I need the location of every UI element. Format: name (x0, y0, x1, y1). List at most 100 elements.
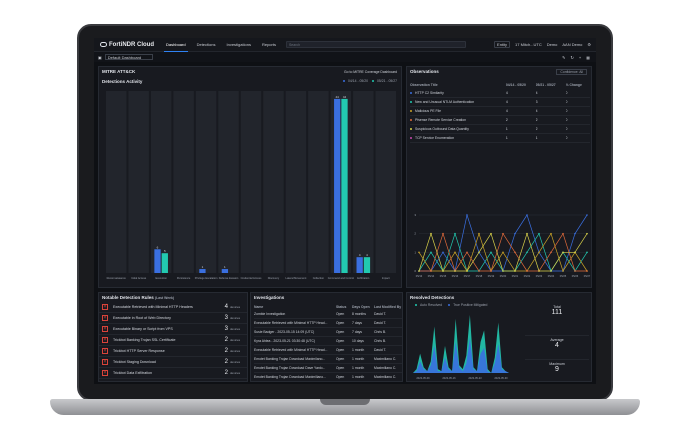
investigation-row[interactable]: Susie Badger - 2023-05-15 14:09 (UTC) Ope… (254, 327, 402, 337)
investigation-name[interactable]: Emotet Banking Trojan Download Maximilia… (254, 372, 336, 381)
dashboard-bar: ▣ Default Dashboard ✎ ↻ + ▦ (94, 52, 596, 62)
rule-unit: devices (230, 349, 241, 353)
nav-reports-label: Reports (261, 42, 276, 47)
investigation-name[interactable]: Emotet Banking Trojan Download Maximilan… (254, 354, 336, 364)
observation-prev: 1 (505, 124, 536, 134)
notable-rule-item[interactable]: × Trickbot HTTP Server Response 2 devices (99, 346, 247, 357)
x-tick-label: 05/17 (464, 274, 471, 278)
grid-icon[interactable]: ▦ (586, 54, 590, 60)
nav-dashboard[interactable]: Dashboard (164, 38, 188, 52)
trend-point (514, 232, 516, 235)
alert-x-icon: × (102, 315, 108, 321)
product-logo[interactable]: FortiNDR Cloud (94, 42, 160, 48)
investigation-status: Open (336, 327, 352, 337)
investigation-name[interactable]: Susie Badger - 2023-05-15 14:09 (UTC) (254, 327, 336, 337)
investigation-days: 1 month (352, 372, 374, 381)
investigation-name[interactable]: Zombie Investigation (254, 310, 336, 319)
observation-prev: 4 (505, 106, 536, 116)
investigation-days: 1 month (352, 382, 374, 383)
observation-row[interactable]: Malicious PE File 4 4 0 (410, 106, 590, 116)
observation-color-dot (410, 92, 412, 94)
mitre-coverage-link[interactable]: Go to MITRE Coverage Dashboard (344, 70, 397, 74)
entity-select[interactable]: Entity (494, 41, 511, 48)
investigation-name[interactable]: Emotet Banking Trojan Download Dave Yanl… (254, 363, 336, 373)
bar-label-previous: 4 (359, 253, 361, 257)
add-icon[interactable]: + (578, 54, 582, 60)
observation-row[interactable]: Pfsense Remote Service Creation 2 2 0 (410, 115, 590, 125)
stat-average: Average 4 (525, 335, 589, 349)
dashboard-select[interactable]: Default Dashboard (104, 54, 153, 60)
category-column (106, 91, 127, 273)
category-label: Persistence (177, 276, 191, 280)
legend-mitigated: True Positive Mitigated (448, 303, 487, 307)
stat-total: Total 111 (551, 305, 563, 316)
bar-label-previous: 6 (157, 245, 159, 249)
rule-name: Executable in Root of Web Directory (113, 316, 171, 320)
refresh-icon[interactable]: ↻ (570, 54, 574, 60)
observation-row[interactable]: New and Unusual NTLM Authentication 4 3 0 (410, 97, 590, 107)
trend-point (430, 251, 432, 254)
notable-rule-item[interactable]: × Executable in Root of Web Directory 3 dev… (99, 313, 247, 324)
observation-curr: 2 (535, 115, 566, 125)
bar-previous (356, 257, 363, 273)
x-tick-label: 05/14 (428, 274, 435, 278)
rule-count: 2 (225, 381, 228, 382)
user-menu[interactable]: Demo (546, 42, 558, 47)
observation-trend-line (419, 213, 588, 272)
investigation-row[interactable]: Kyra Ahlea - 2023-05-21 03:30:48 (UTC) Op… (254, 336, 402, 346)
investigation-name[interactable]: Trickbot HTTP Server Response Maximilian… (254, 382, 336, 383)
observation-row[interactable]: HTTP C2 Similarity 4 4 0 (410, 89, 590, 98)
notable-rule-item[interactable]: × Executable Retrieved with Minimal HTTP … (99, 302, 247, 313)
trend-point (466, 251, 468, 254)
rule-unit: devices (230, 305, 241, 309)
observation-title: Suspicious Outbound Data Quantity (410, 124, 506, 134)
notable-rules-title: Notable Detection Rules (Last Week) (102, 295, 174, 300)
investigation-name[interactable]: Executable Retrieved with Minimal HTTP H… (254, 345, 336, 355)
rule-name: Executable Retrieved with Minimal HTTP H… (113, 305, 193, 309)
notable-rule-item[interactable]: × Trickbot Banking Trojan SSL Certificate… (99, 335, 247, 346)
investigation-row[interactable]: Executable Retrieved with Minimal HTTP H… (254, 318, 402, 328)
bar-current (341, 98, 348, 273)
investigation-row[interactable]: Trickbot HTTP Server Response Maximilian… (254, 382, 402, 383)
dashboard-actions: ✎ ↻ + ▦ (562, 55, 596, 60)
investigation-row[interactable]: Emotet Banking Trojan Download Maximilan… (254, 354, 402, 364)
alert-x-icon: × (102, 348, 108, 354)
edit-icon[interactable]: ✎ (562, 54, 566, 60)
gear-icon[interactable]: ⚙ (587, 42, 591, 47)
trend-point (442, 232, 444, 235)
observation-row[interactable]: Suspicious Outbound Data Quantity 1 2 0 (410, 124, 590, 134)
trend-point (550, 251, 552, 254)
y-tick-label: 3 (414, 213, 416, 217)
search-input[interactable]: Search (285, 41, 466, 48)
investigation-modified-by: Maximiliano C. (374, 354, 402, 364)
trend-point (418, 251, 420, 254)
nav-investigations-label: Investigations (226, 42, 251, 47)
top-bar-right: Entity 17 Mitch...UTC Demo AAN Demo ⚙ (494, 41, 596, 48)
laptop-screen: FortiNDR Cloud Dashboard Detections Inve… (94, 38, 596, 384)
notable-rule-item[interactable]: × Trickbot Data Exfiltration 2 devices (99, 368, 247, 379)
observation-row[interactable]: TCP Service Enumeration 1 1 0 (410, 133, 590, 143)
investigation-row[interactable]: Executable Retrieved with Minimal HTTP H… (254, 345, 402, 355)
confidence-select[interactable]: Confidence: All (556, 69, 587, 75)
product-name: FortiNDR Cloud (109, 41, 154, 48)
alert-x-icon: × (102, 381, 108, 382)
nav-reports[interactable]: Reports (260, 38, 278, 52)
investigation-status: Open (336, 336, 352, 346)
rule-name: Trickbot Data Exfiltration (113, 371, 153, 375)
investigation-row[interactable]: Emotet Banking Trojan Download Dave Yanl… (254, 363, 402, 373)
investigation-modified-by: David T. (374, 310, 402, 319)
bar-label-previous: 1 (202, 265, 204, 269)
investigation-row[interactable]: Emotet Banking Trojan Download Maximilia… (254, 372, 402, 381)
investigation-name[interactable]: Kyra Ahlea - 2023-05-21 03:30:48 (UTC) (254, 336, 336, 346)
investigation-row[interactable]: Zombie Investigation Open 8 months David T. (254, 310, 402, 319)
nav-investigations[interactable]: Investigations (224, 38, 252, 52)
nav-detections[interactable]: Detections (195, 38, 218, 52)
account-menu[interactable]: AAN Demo (562, 42, 583, 47)
notable-rule-item[interactable]: × Executable Binary or Script from VPS 3 de… (99, 324, 247, 335)
investigation-modified-by: Chris B. (374, 327, 402, 337)
investigation-name[interactable]: Executable Retrieved with Minimal HTTP H… (254, 318, 336, 328)
y-tick-label: 1 (414, 250, 416, 254)
notable-rule-item[interactable]: × Trickbot Staging Download 2 devices (99, 357, 247, 368)
area-mitigated (413, 338, 509, 373)
